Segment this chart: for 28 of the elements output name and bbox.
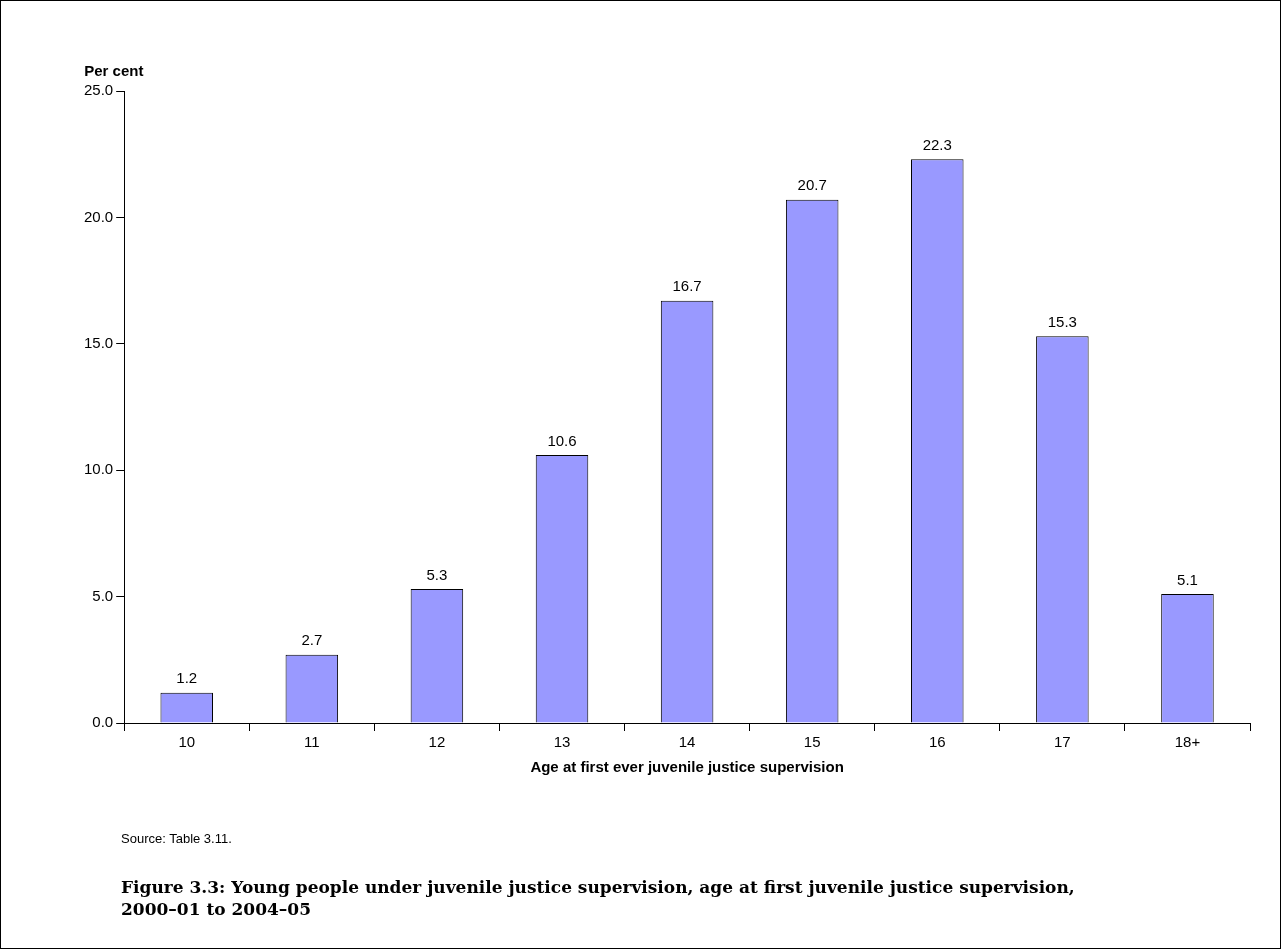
data-label: 5.3 — [426, 565, 448, 583]
y-tick-label: 25.0 — [83, 81, 114, 99]
x-axis-title: Age at first ever juvenile justice supervision — [530, 758, 844, 776]
x-tick-label: 18+ — [1174, 733, 1201, 751]
x-tick-label: 13 — [553, 733, 571, 751]
text: Figure 3.3: Young people under juvenile justice supervision, age at first juvenile justice supervision, 2000–01 to 2004–05 — [121, 876, 1076, 921]
data-label: 10.6 — [547, 431, 577, 449]
y-tick-label: 0.0 — [92, 713, 114, 731]
y-tick-label: 20.0 — [83, 207, 114, 225]
x-tick-label: 15 — [803, 733, 821, 751]
x-tick-label: 10 — [178, 733, 196, 751]
y-tick-label: 15.0 — [83, 333, 114, 351]
data-label: 2.7 — [301, 631, 323, 649]
x-tick-label: 17 — [1054, 733, 1071, 751]
data-label: 22.3 — [922, 135, 952, 153]
data-label: 15.3 — [1047, 312, 1077, 330]
data-label: 5.1 — [1177, 570, 1198, 588]
x-tick-label: 16 — [928, 733, 946, 751]
x-tick-label: 11 — [304, 733, 320, 751]
y-tick-label: 10.0 — [83, 460, 114, 478]
y-axis-title: Per cent — [84, 61, 144, 79]
source-note: Source: Table 3.11. — [121, 831, 232, 846]
data-label: 16.7 — [672, 277, 702, 295]
data-label: 1.2 — [176, 669, 198, 687]
x-tick-label: 14 — [678, 733, 696, 751]
y-tick-label: 5.0 — [92, 586, 114, 604]
data-label: 20.7 — [797, 176, 827, 194]
x-tick-label: 12 — [428, 733, 446, 751]
